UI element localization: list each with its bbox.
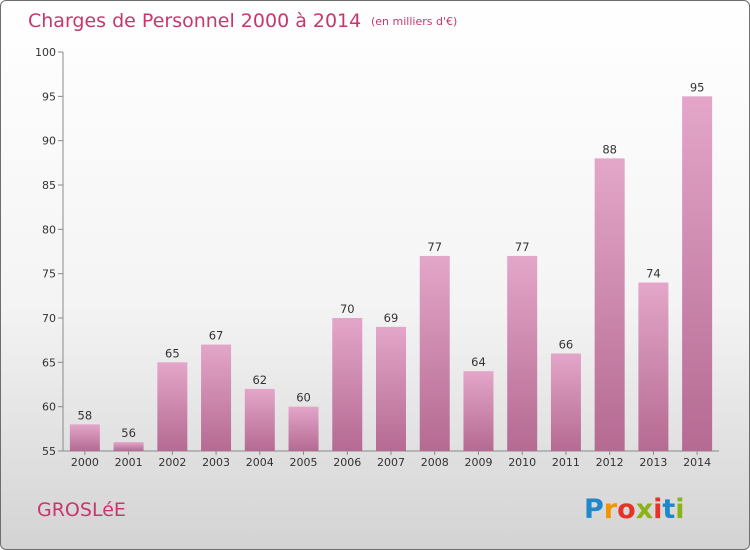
bar-2014 [682,96,713,451]
bar-2003 [201,344,232,451]
axes: 55 60 65 70 75 80 85 90 95 100 2000 2001 2002 2003 200… [35,46,719,469]
x-tick-label: 2004 [246,456,274,469]
x-tick-label: 2008 [421,456,449,469]
bar-2004 [244,388,275,451]
bar-2011 [550,353,581,451]
bar-2007 [376,326,406,451]
x-tick-label: 2010 [508,456,536,469]
bars: 58 56 65 67 62 60 70 69 77 64 77 66 88 74 95 [69,80,713,451]
bar-2010 [507,255,538,451]
logo-letter: i [653,494,662,525]
x-tick-label: 2009 [464,456,492,469]
y-tick-label: 55 [42,445,56,458]
value-label: 56 [121,426,136,440]
value-label: 74 [646,267,661,281]
value-label: 95 [690,80,705,94]
x-tick-label: 2013 [639,456,667,469]
bar-2009 [463,371,494,451]
y-tick-label: 80 [42,223,56,236]
logo-letter: i [675,494,684,525]
bar-2000 [69,424,100,451]
y-tick-label: 60 [42,401,56,414]
value-label: 64 [471,355,486,369]
value-label: 77 [515,240,530,254]
x-tick-label: 2011 [552,456,580,469]
value-label: 60 [296,391,311,405]
value-label: 69 [384,311,399,325]
logo-letter: r [604,494,618,525]
y-tick-label: 95 [42,90,56,103]
x-tick-label: 2003 [202,456,230,469]
value-label: 65 [165,346,180,360]
chart-subtitle: (en milliers d'€) [371,15,457,28]
x-tick-label: 2012 [596,456,624,469]
x-tick-label: 2006 [333,456,361,469]
bar-2012 [594,158,625,451]
bar-2013 [638,282,669,451]
x-tick-label: 2000 [71,456,99,469]
y-tick-label: 85 [42,179,56,192]
value-label: 67 [209,329,224,343]
logo-letter: t [662,494,675,525]
logo-letter: P [584,494,604,525]
value-label: 70 [340,302,355,316]
y-tick-label: 75 [42,268,56,281]
y-tick-label: 70 [42,312,56,325]
value-label: 58 [78,408,93,422]
y-tick-label: 90 [42,135,56,148]
y-tick-label: 65 [42,356,56,369]
chart-title: Charges de Personnel 2000 à 2014 [28,10,361,32]
x-tick-label: 2005 [290,456,318,469]
value-label: 88 [602,142,617,156]
x-tick-label: 2001 [115,456,143,469]
bar-2001 [113,442,144,451]
x-tick-label: 2014 [683,456,711,469]
value-label: 66 [559,337,574,351]
logo-letter: o [617,494,636,525]
x-tick-label: 2007 [377,456,405,469]
proxiti-logo: Proxiti [584,494,685,525]
bar-2005 [288,406,319,451]
y-tick-label: 100 [35,46,56,59]
value-label: 62 [252,373,267,387]
x-tick-label: 2002 [158,456,186,469]
bar-2006 [332,318,363,451]
logo-letter: x [636,494,653,525]
commune-name: GROSLéE [37,499,126,521]
bar-2008 [419,255,450,451]
bar-2002 [157,362,188,451]
value-label: 77 [427,240,442,254]
